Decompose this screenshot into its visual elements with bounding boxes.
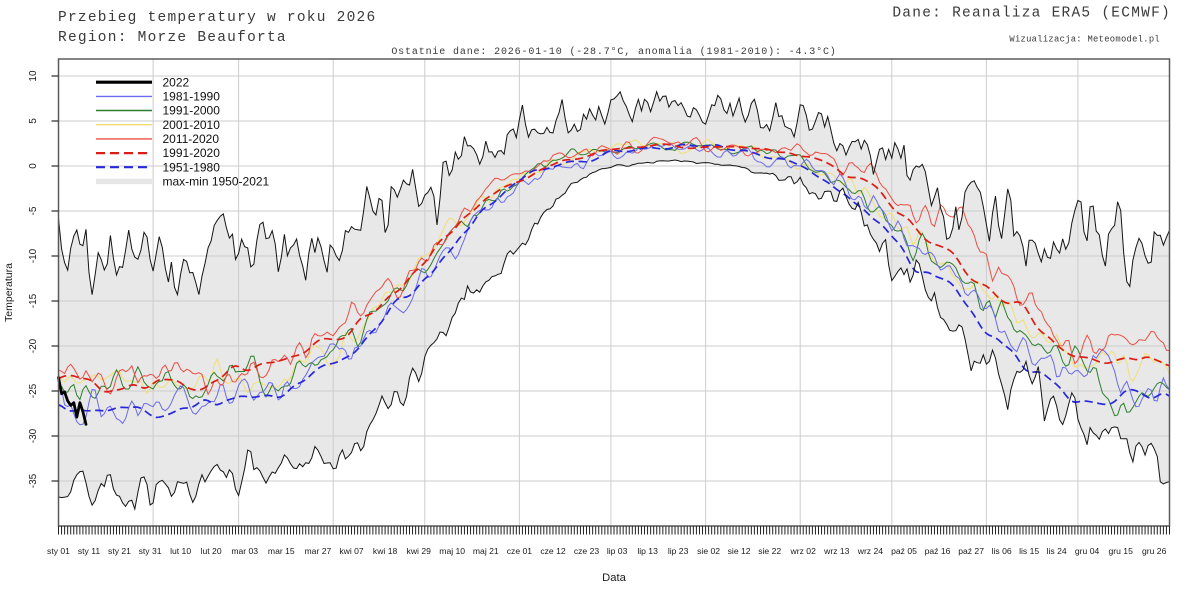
svg-text:gru 26: gru 26	[1142, 546, 1167, 556]
svg-text:5: 5	[28, 118, 39, 124]
svg-text:wrz 02: wrz 02	[790, 546, 817, 556]
svg-text:0: 0	[28, 163, 39, 169]
svg-text:cze 01: cze 01	[507, 546, 533, 556]
svg-text:-15: -15	[28, 293, 39, 308]
svg-text:10: 10	[28, 70, 39, 82]
svg-text:mar 27: mar 27	[305, 546, 332, 556]
svg-text:wrz 24: wrz 24	[857, 546, 884, 556]
svg-text:sie 22: sie 22	[758, 546, 781, 556]
svg-text:cze 12: cze 12	[540, 546, 566, 556]
svg-text:lis 24: lis 24	[1047, 546, 1067, 556]
svg-text:sty 01: sty 01	[47, 546, 70, 556]
svg-text:Wizualizacja: Meteomodel.pl: Wizualizacja: Meteomodel.pl	[1009, 35, 1160, 45]
svg-text:lut 20: lut 20	[201, 546, 222, 556]
svg-text:-30: -30	[28, 428, 39, 443]
svg-text:1991-2000: 1991-2000	[163, 104, 221, 118]
svg-text:paź 16: paź 16	[925, 546, 951, 556]
svg-text:kwi 18: kwi 18	[373, 546, 398, 556]
svg-text:sie 02: sie 02	[697, 546, 720, 556]
svg-text:lis 06: lis 06	[992, 546, 1012, 556]
svg-text:-20: -20	[28, 338, 39, 353]
svg-text:max-min 1950-2021: max-min 1950-2021	[163, 175, 270, 189]
svg-text:paź 27: paź 27	[958, 546, 984, 556]
svg-text:maj 10: maj 10	[439, 546, 465, 556]
svg-text:1951-1980: 1951-1980	[163, 160, 221, 174]
svg-text:wrz 13: wrz 13	[823, 546, 850, 556]
svg-text:Dane: Reanaliza ERA5 (ECMWF): Dane: Reanaliza ERA5 (ECMWF)	[892, 6, 1171, 22]
svg-text:sty 31: sty 31	[139, 546, 162, 556]
svg-text:mar 03: mar 03	[231, 546, 258, 556]
svg-text:cze 23: cze 23	[574, 546, 600, 556]
svg-text:lis 15: lis 15	[1019, 546, 1039, 556]
svg-text:-25: -25	[28, 383, 39, 398]
svg-text:sty 21: sty 21	[108, 546, 131, 556]
svg-text:lip 23: lip 23	[668, 546, 689, 556]
svg-text:1991-2020: 1991-2020	[163, 146, 221, 160]
svg-text:maj 21: maj 21	[473, 546, 499, 556]
svg-text:Ostatnie dane: 2026-01-10 (-28: Ostatnie dane: 2026-01-10 (-28.7°C, anom…	[391, 46, 836, 58]
svg-text:mar 15: mar 15	[268, 546, 295, 556]
svg-text:2001-2010: 2001-2010	[163, 118, 221, 132]
svg-text:lut 10: lut 10	[170, 546, 191, 556]
svg-text:lip 03: lip 03	[607, 546, 628, 556]
svg-text:-10: -10	[28, 248, 39, 263]
svg-text:lip 13: lip 13	[637, 546, 658, 556]
svg-text:1981-1990: 1981-1990	[163, 90, 221, 104]
svg-text:Region: Morze Beauforta: Region: Morze Beauforta	[58, 30, 287, 46]
svg-text:sty 11: sty 11	[78, 546, 101, 556]
svg-text:-5: -5	[28, 206, 39, 215]
svg-text:2011-2020: 2011-2020	[163, 132, 220, 146]
svg-text:Temperatura: Temperatura	[3, 263, 15, 322]
svg-text:Przebieg temperatury w roku 20: Przebieg temperatury w roku 2026	[58, 10, 376, 26]
svg-text:sie 12: sie 12	[728, 546, 751, 556]
svg-text:2022: 2022	[163, 75, 190, 89]
svg-text:Data: Data	[602, 572, 626, 584]
svg-text:gru 15: gru 15	[1109, 546, 1134, 556]
svg-text:kwi 07: kwi 07	[339, 546, 364, 556]
svg-text:paź 05: paź 05	[891, 546, 917, 556]
svg-text:gru 04: gru 04	[1075, 546, 1100, 556]
svg-text:kwi 29: kwi 29	[407, 546, 432, 556]
svg-text:-35: -35	[28, 473, 39, 488]
